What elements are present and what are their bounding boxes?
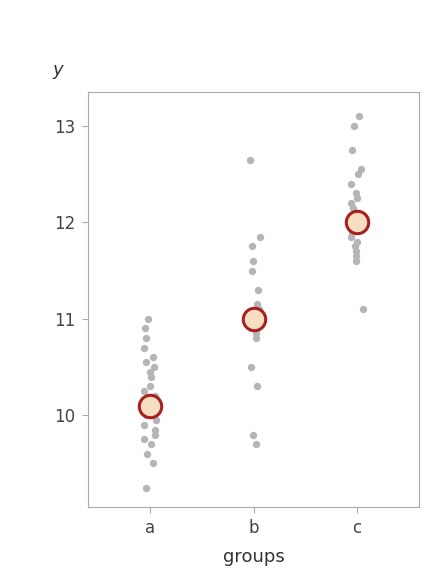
Point (253, 329, 260, 338)
Point (141, 386, 148, 396)
Point (144, 449, 151, 458)
Point (254, 382, 261, 391)
Point (354, 194, 361, 203)
Point (350, 203, 357, 213)
Point (355, 112, 362, 121)
Point (357, 165, 364, 174)
Point (352, 242, 359, 251)
Point (248, 319, 255, 328)
Point (247, 362, 254, 372)
Point (144, 314, 151, 323)
Point (252, 309, 259, 319)
Point (254, 285, 261, 294)
Point (359, 305, 366, 314)
Point (142, 324, 149, 333)
Point (151, 391, 158, 400)
Point (348, 179, 355, 188)
Point (248, 324, 255, 333)
Point (352, 252, 359, 261)
Point (150, 353, 157, 362)
Text: y: y (52, 62, 63, 79)
Point (353, 237, 360, 247)
Point (149, 459, 157, 468)
Point (147, 439, 154, 449)
Point (246, 155, 253, 164)
Point (142, 358, 149, 367)
Point (254, 300, 261, 309)
Point (355, 218, 362, 227)
Point (147, 372, 154, 381)
Point (141, 435, 148, 444)
Point (141, 420, 148, 430)
Point (152, 430, 159, 439)
Point (252, 439, 259, 449)
Point (256, 305, 263, 314)
Point (348, 232, 355, 241)
Point (351, 122, 358, 131)
Point (253, 334, 260, 343)
Point (249, 242, 256, 251)
Point (256, 314, 263, 323)
Point (250, 314, 257, 323)
Point (356, 222, 363, 232)
Point (353, 218, 360, 227)
Point (353, 247, 360, 256)
Point (256, 232, 263, 241)
Point (152, 415, 159, 425)
Point (348, 199, 355, 208)
Point (144, 406, 151, 415)
Point (352, 256, 359, 266)
Point (142, 483, 149, 492)
Point (349, 145, 356, 154)
Point (352, 189, 359, 198)
Point (348, 228, 355, 237)
Point (142, 411, 149, 420)
Point (250, 256, 257, 266)
Point (152, 425, 159, 434)
Point (354, 169, 361, 179)
Point (146, 367, 153, 377)
Point (148, 401, 155, 410)
Point (250, 430, 257, 439)
Point (150, 362, 157, 372)
Point (152, 396, 159, 406)
X-axis label: groups: groups (223, 548, 284, 566)
Point (147, 382, 154, 391)
Point (142, 334, 149, 343)
Point (141, 343, 148, 353)
Point (147, 401, 154, 410)
Point (351, 208, 358, 217)
Point (249, 266, 256, 275)
Point (348, 213, 355, 222)
